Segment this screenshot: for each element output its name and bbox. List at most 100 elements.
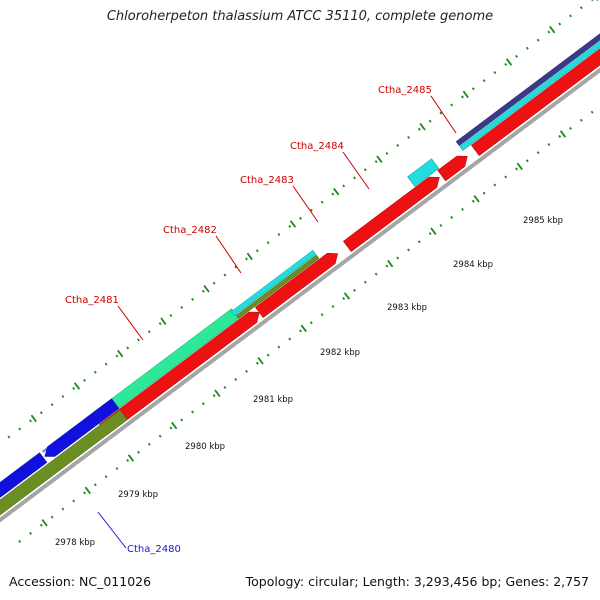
feature-cyan-highlight [232,255,308,313]
tick-mark [515,54,518,58]
major-tick-mark [559,130,567,138]
tick-mark [299,216,302,220]
tick-mark [374,272,378,276]
tick-mark [515,167,518,171]
tick-mark [277,345,281,349]
tick-mark [331,305,335,309]
tick-mark [309,321,313,325]
gene-label-leader [117,305,144,341]
tick-mark [428,119,432,123]
scale-label: 2980 kbp [185,442,225,452]
major-tick-mark [387,259,394,268]
tick-mark [331,192,335,196]
major-tick-mark [160,317,167,325]
major-tick-mark [117,349,124,358]
tick-mark [288,337,292,341]
gene-label-leader [215,235,242,274]
tick-mark [223,273,227,277]
tick-mark [374,160,378,164]
gene-label: Ctha_2481 [65,295,119,306]
tick-mark [18,427,22,431]
tick-mark [525,159,529,163]
tick-mark [104,475,108,479]
scale-label: 2978 kbp [55,538,95,548]
tick-mark [504,62,508,66]
tick-mark [299,329,302,333]
gene-label-leader [97,511,127,549]
tick-mark [50,515,54,519]
major-tick-mark [376,155,383,163]
tick-mark [579,118,583,122]
tick-mark [504,175,508,179]
tick-mark [461,95,464,99]
tick-mark [353,288,356,292]
tick-mark [83,378,86,382]
scale-label: 2982 kbp [320,348,360,358]
tick-mark [137,450,140,454]
major-tick-mark [430,227,437,235]
tick-mark [493,71,497,75]
cds-arrow-blue-highlight [42,403,107,453]
tick-mark [536,38,540,42]
tick-mark [29,531,32,535]
cds-arrow-ctha-2484 [437,155,468,182]
cds-arrow-ctha-2483 [342,176,440,253]
major-tick-mark [73,382,81,390]
tick-mark [320,200,324,204]
tick-mark [126,346,130,350]
tick-mark [201,402,205,406]
major-tick-mark [289,220,297,228]
major-tick-mark [214,389,221,397]
tick-mark [558,134,562,138]
gene-label: Ctha_2485 [378,85,432,96]
gene-label: Ctha_2480 [127,544,181,555]
gene-label-leader [430,95,457,134]
tick-mark [353,176,356,180]
cds-arrow-ctha-2482-highlight [256,253,329,309]
tick-mark [471,199,475,203]
feature-mint-highlight [88,313,227,418]
tick-mark [223,386,227,390]
major-tick-mark [41,519,48,527]
tick-mark [7,435,11,439]
genome-backbone [0,67,600,523]
feature-cyan-long-highlight [460,41,600,148]
tick-mark [439,224,443,228]
tick-mark [93,483,97,487]
tick-mark [558,22,562,26]
tick-mark [212,394,216,398]
tick-mark [320,313,324,317]
tick-mark [191,410,194,414]
tick-mark [536,151,540,155]
tick-mark [137,338,140,342]
major-tick-mark [257,357,264,365]
major-tick-mark [462,90,469,99]
tick-mark [385,152,389,156]
tick-mark [83,491,86,495]
tick-mark [569,14,572,18]
tick-mark [255,361,259,365]
tick-mark [525,46,529,50]
tick-mark [428,232,432,236]
tick-mark [169,426,173,430]
tick-mark [158,322,162,326]
tick-mark [234,377,238,381]
major-tick-mark [171,421,178,430]
major-tick-mark [84,486,91,495]
tick-mark [61,507,65,511]
tick-mark [288,224,292,228]
tick-mark [61,395,65,399]
feature-cyan-small [407,158,440,187]
feature-cyan-small-highlight [408,163,427,178]
tick-mark [18,539,22,543]
major-tick-mark [505,58,513,66]
cds-arrow-blue [44,398,120,457]
tick-mark [471,87,475,91]
tick-mark [396,143,400,147]
tick-mark [180,418,184,422]
tick-mark [266,353,270,357]
tick-mark [115,354,119,358]
major-tick-mark [549,25,556,34]
